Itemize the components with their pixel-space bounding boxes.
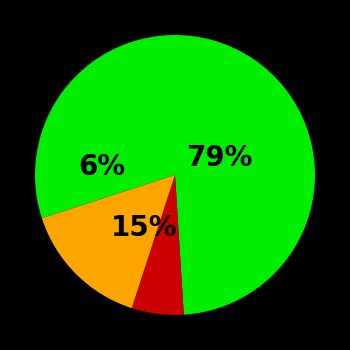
Wedge shape [42,175,175,308]
Text: 79%: 79% [187,144,253,172]
Wedge shape [132,175,184,315]
Wedge shape [35,35,315,315]
Text: 15%: 15% [111,214,177,242]
Text: 6%: 6% [79,153,126,181]
